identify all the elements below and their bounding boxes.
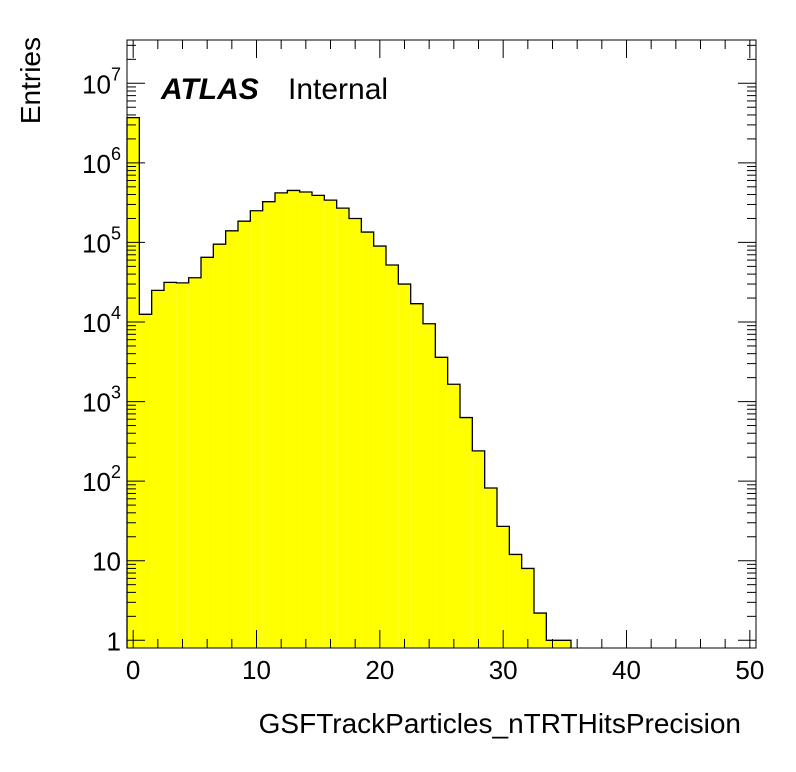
histogram-bar [225, 230, 238, 648]
histogram-bar [484, 488, 497, 648]
x-tick-label: 10 [242, 655, 271, 685]
histogram-bar [176, 282, 189, 648]
histogram-bar [299, 192, 312, 648]
histogram-bar [201, 257, 214, 648]
y-tick-label: 102 [82, 462, 121, 497]
histogram-bar [509, 554, 522, 648]
histogram-bar [435, 357, 448, 648]
histogram-bar [312, 195, 325, 648]
histogram-bar [398, 284, 411, 648]
histogram-bar [188, 277, 201, 648]
histogram-bar [361, 232, 374, 648]
histogram-bar [151, 290, 164, 648]
y-axis-label: Entries [15, 37, 46, 124]
x-tick-label: 30 [489, 655, 518, 685]
y-tick-label: 107 [82, 64, 121, 99]
histogram-bar [262, 201, 275, 649]
y-tick-label: 1 [107, 626, 121, 656]
histogram-bar [521, 568, 534, 648]
histogram-bar [373, 246, 386, 648]
histogram-bar [410, 303, 423, 648]
y-tick-label: 106 [82, 144, 121, 179]
histogram-bars [126, 117, 572, 649]
x-tick-label: 0 [126, 655, 140, 685]
y-tick-label: 10 [92, 547, 121, 577]
histogram-bar [275, 192, 288, 648]
histogram-bar [287, 190, 300, 648]
histogram-bar [238, 221, 251, 648]
y-tick-label: 105 [82, 223, 121, 258]
x-tick-label: 20 [365, 655, 394, 685]
atlas-label: ATLAS [160, 73, 259, 106]
histogram-bar [139, 314, 152, 648]
histogram-bar [472, 450, 485, 648]
x-tick-label: 50 [735, 655, 764, 685]
histogram-bar [349, 218, 362, 648]
y-tick-label: 104 [82, 303, 121, 338]
histogram-bar [460, 417, 473, 648]
histogram-bar [336, 208, 349, 648]
plot-frame [126, 39, 757, 649]
histogram-bar [423, 323, 436, 648]
histogram-bar [497, 526, 510, 648]
x-axis-label: GSFTrackParticles_nTRTHitsPrecision [259, 708, 741, 739]
histogram-outline [126, 117, 572, 648]
histogram-bar [324, 200, 337, 648]
x-tick-labels: 0 10 20 30 40 50 [126, 655, 764, 685]
y-tick-label: 103 [82, 383, 121, 418]
histogram-bar [213, 244, 226, 649]
histogram-bar [250, 210, 263, 649]
y-tick-labels: 1 10 102 103 104 105 106 107 [82, 64, 121, 656]
internal-label: Internal [288, 73, 388, 106]
histogram-bar [164, 282, 177, 648]
histogram-bar [534, 613, 547, 648]
axis-ticks [127, 40, 756, 648]
histogram-bar [447, 384, 460, 648]
x-tick-label: 40 [612, 655, 641, 685]
histogram-bar [386, 265, 399, 648]
histogram-bar [558, 640, 571, 648]
